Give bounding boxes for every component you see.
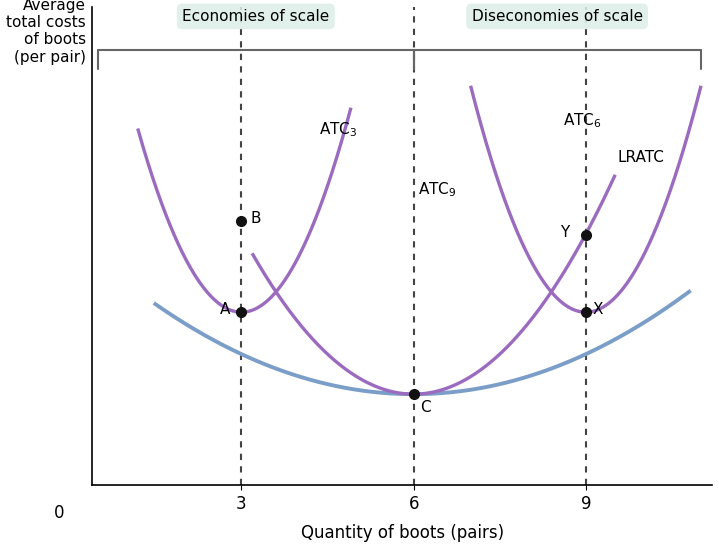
Text: ATC$_6$: ATC$_6$ <box>563 111 602 130</box>
Text: ATC$_9$: ATC$_9$ <box>418 180 457 199</box>
Text: X: X <box>592 302 603 317</box>
Text: Diseconomies of scale: Diseconomies of scale <box>472 9 643 24</box>
Y-axis label: Average
total costs
of boots
(per pair): Average total costs of boots (per pair) <box>6 0 86 65</box>
Text: ATC$_3$: ATC$_3$ <box>319 121 357 139</box>
Text: LRATC: LRATC <box>618 150 664 165</box>
X-axis label: Quantity of boots (pairs): Quantity of boots (pairs) <box>301 524 504 542</box>
Text: B: B <box>250 211 260 226</box>
Text: Economies of scale: Economies of scale <box>182 9 329 24</box>
Text: 0: 0 <box>54 505 65 522</box>
Text: A: A <box>220 302 230 317</box>
Text: Y: Y <box>560 225 569 240</box>
Text: C: C <box>421 400 431 416</box>
